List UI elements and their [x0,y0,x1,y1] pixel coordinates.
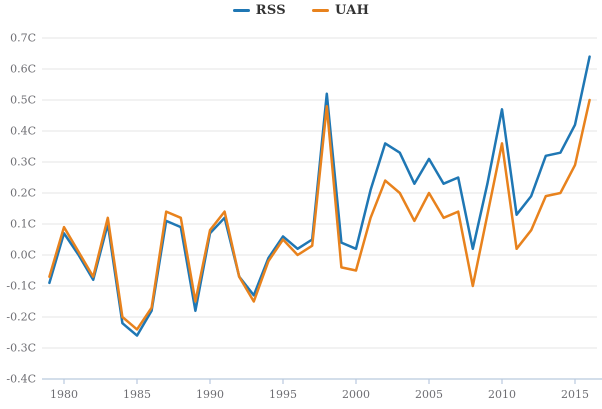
legend-label-rss: RSS [255,3,286,18]
y-tick-label: 0.4C [10,125,36,138]
y-tick-label: -0.1C [6,280,36,293]
y-tick-label: 0.6C [10,63,36,76]
y-tick-label: 0.3C [10,156,36,169]
uah-line-swatch [311,9,329,12]
x-tick-label: 1985 [123,388,151,401]
y-tick-label: 0.2C [10,187,36,200]
legend-item-uah[interactable]: UAH [311,3,370,18]
y-tick-label: -0.2C [6,311,36,324]
y-tick-label: 0.5C [10,94,36,107]
series-line-uah [48,98,591,331]
rss-line-swatch [232,9,250,12]
y-tick-label: -0.4C [6,373,36,386]
chart-legend: RSS UAH [0,3,602,18]
y-tick-label: 0.1C [10,218,36,231]
y-tick-label: 0.7C [10,32,36,45]
y-tick-label: -0.3C [6,342,36,355]
x-tick-label: 2015 [561,388,589,401]
y-tick-label: 0.0C [10,249,36,262]
x-tick-label: 2000 [342,388,370,401]
legend-item-rss[interactable]: RSS [232,3,286,18]
x-tick-label: 2005 [415,388,443,401]
x-tick-label: 2010 [488,388,516,401]
x-tick-label: 1980 [50,388,78,401]
legend-label-uah: UAH [334,3,370,18]
x-tick-label: 1995 [269,388,297,401]
x-tick-label: 1990 [196,388,224,401]
